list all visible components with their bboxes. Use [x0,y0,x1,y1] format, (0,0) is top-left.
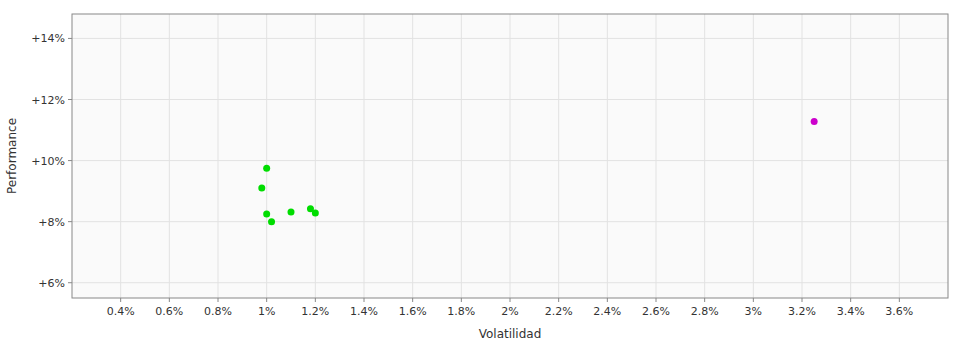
grid-line-x [899,14,900,298]
grid-line-x [315,14,316,298]
tick-x [753,298,754,302]
tick-label-x: 1% [258,305,275,318]
tick-label-x: 2.4% [593,305,621,318]
tick-x [899,298,900,302]
point [258,185,265,192]
grid-line-x [558,14,559,298]
x-axis-label: Volatilidad [479,327,542,341]
tick-label-x: 2.8% [691,305,719,318]
tick-label-x: 1.4% [350,305,378,318]
grid-line-y [72,99,948,100]
tick-label-y: +8% [38,216,65,229]
tick-x [315,298,316,302]
grid-line-x [656,14,657,298]
tick-y [68,99,72,100]
tick-label-x: 3% [745,305,762,318]
tick-x [266,298,267,302]
grid-line-x [704,14,705,298]
tick-x [802,298,803,302]
axes: 0.4% 0.6% 0.8% 1% 1.2% 1.4% 1.6% 1.8% 2% 2.2% 2.4%… [31,14,948,318]
grid-line-y [72,282,948,283]
grid-line-y [72,221,948,222]
tick-x [218,298,219,302]
grid-line-x [850,14,851,298]
tick-label-y: +12% [31,94,65,107]
tick-label-x: 1.2% [301,305,329,318]
point [263,211,270,218]
tick-label-x: 1.8% [447,305,475,318]
tick-label-x: 2.6% [642,305,670,318]
tick-y [68,282,72,283]
data-points [258,118,817,225]
tick-label-x: 0.4% [107,305,135,318]
tick-label-x: 2.2% [545,305,573,318]
tick-x [607,298,608,302]
tick-x [461,298,462,302]
point [263,165,270,172]
chart: 0.4% 0.6% 0.8% 1% 1.2% 1.4% 1.6% 1.8% 2% 2.2% 2.4%… [0,0,966,350]
grid-line-y [72,160,948,161]
tick-y [68,38,72,39]
tick-x [412,298,413,302]
tick-y [68,221,72,222]
tick-y [68,160,72,161]
tick-label-x: 0.8% [204,305,232,318]
tick-label-y: +6% [38,277,65,290]
tick-x [120,298,121,302]
tick-label-x: 3.4% [837,305,865,318]
tick-x [510,298,511,302]
grid-line-x [753,14,754,298]
plot-frame [72,14,948,298]
grid-line-x [266,14,267,298]
point [288,208,295,215]
tick-label-x: 2% [501,305,518,318]
grid-line-x [120,14,121,298]
grid-line-x [169,14,170,298]
grid-line-x [412,14,413,298]
tick-x [850,298,851,302]
tick-label-x: 0.6% [155,305,183,318]
tick-x [364,298,365,302]
grid-line-x [461,14,462,298]
grid-line-y [72,38,948,39]
plot-area [72,14,948,298]
grid-line-x [218,14,219,298]
point [811,118,818,125]
y-axis-label: Performance [5,118,19,194]
tick-label-x: 1.6% [399,305,427,318]
grid-line-x [607,14,608,298]
tick-label-y: +14% [31,32,65,45]
point [268,218,275,225]
tick-x [169,298,170,302]
tick-label-y: +10% [31,155,65,168]
point [312,210,319,217]
grid-line-x [510,14,511,298]
tick-label-x: 3.6% [885,305,913,318]
grid-line-x [364,14,365,298]
tick-x [704,298,705,302]
tick-label-x: 3.2% [788,305,816,318]
tick-x [656,298,657,302]
grid [72,14,948,298]
tick-x [558,298,559,302]
grid-line-x [802,14,803,298]
